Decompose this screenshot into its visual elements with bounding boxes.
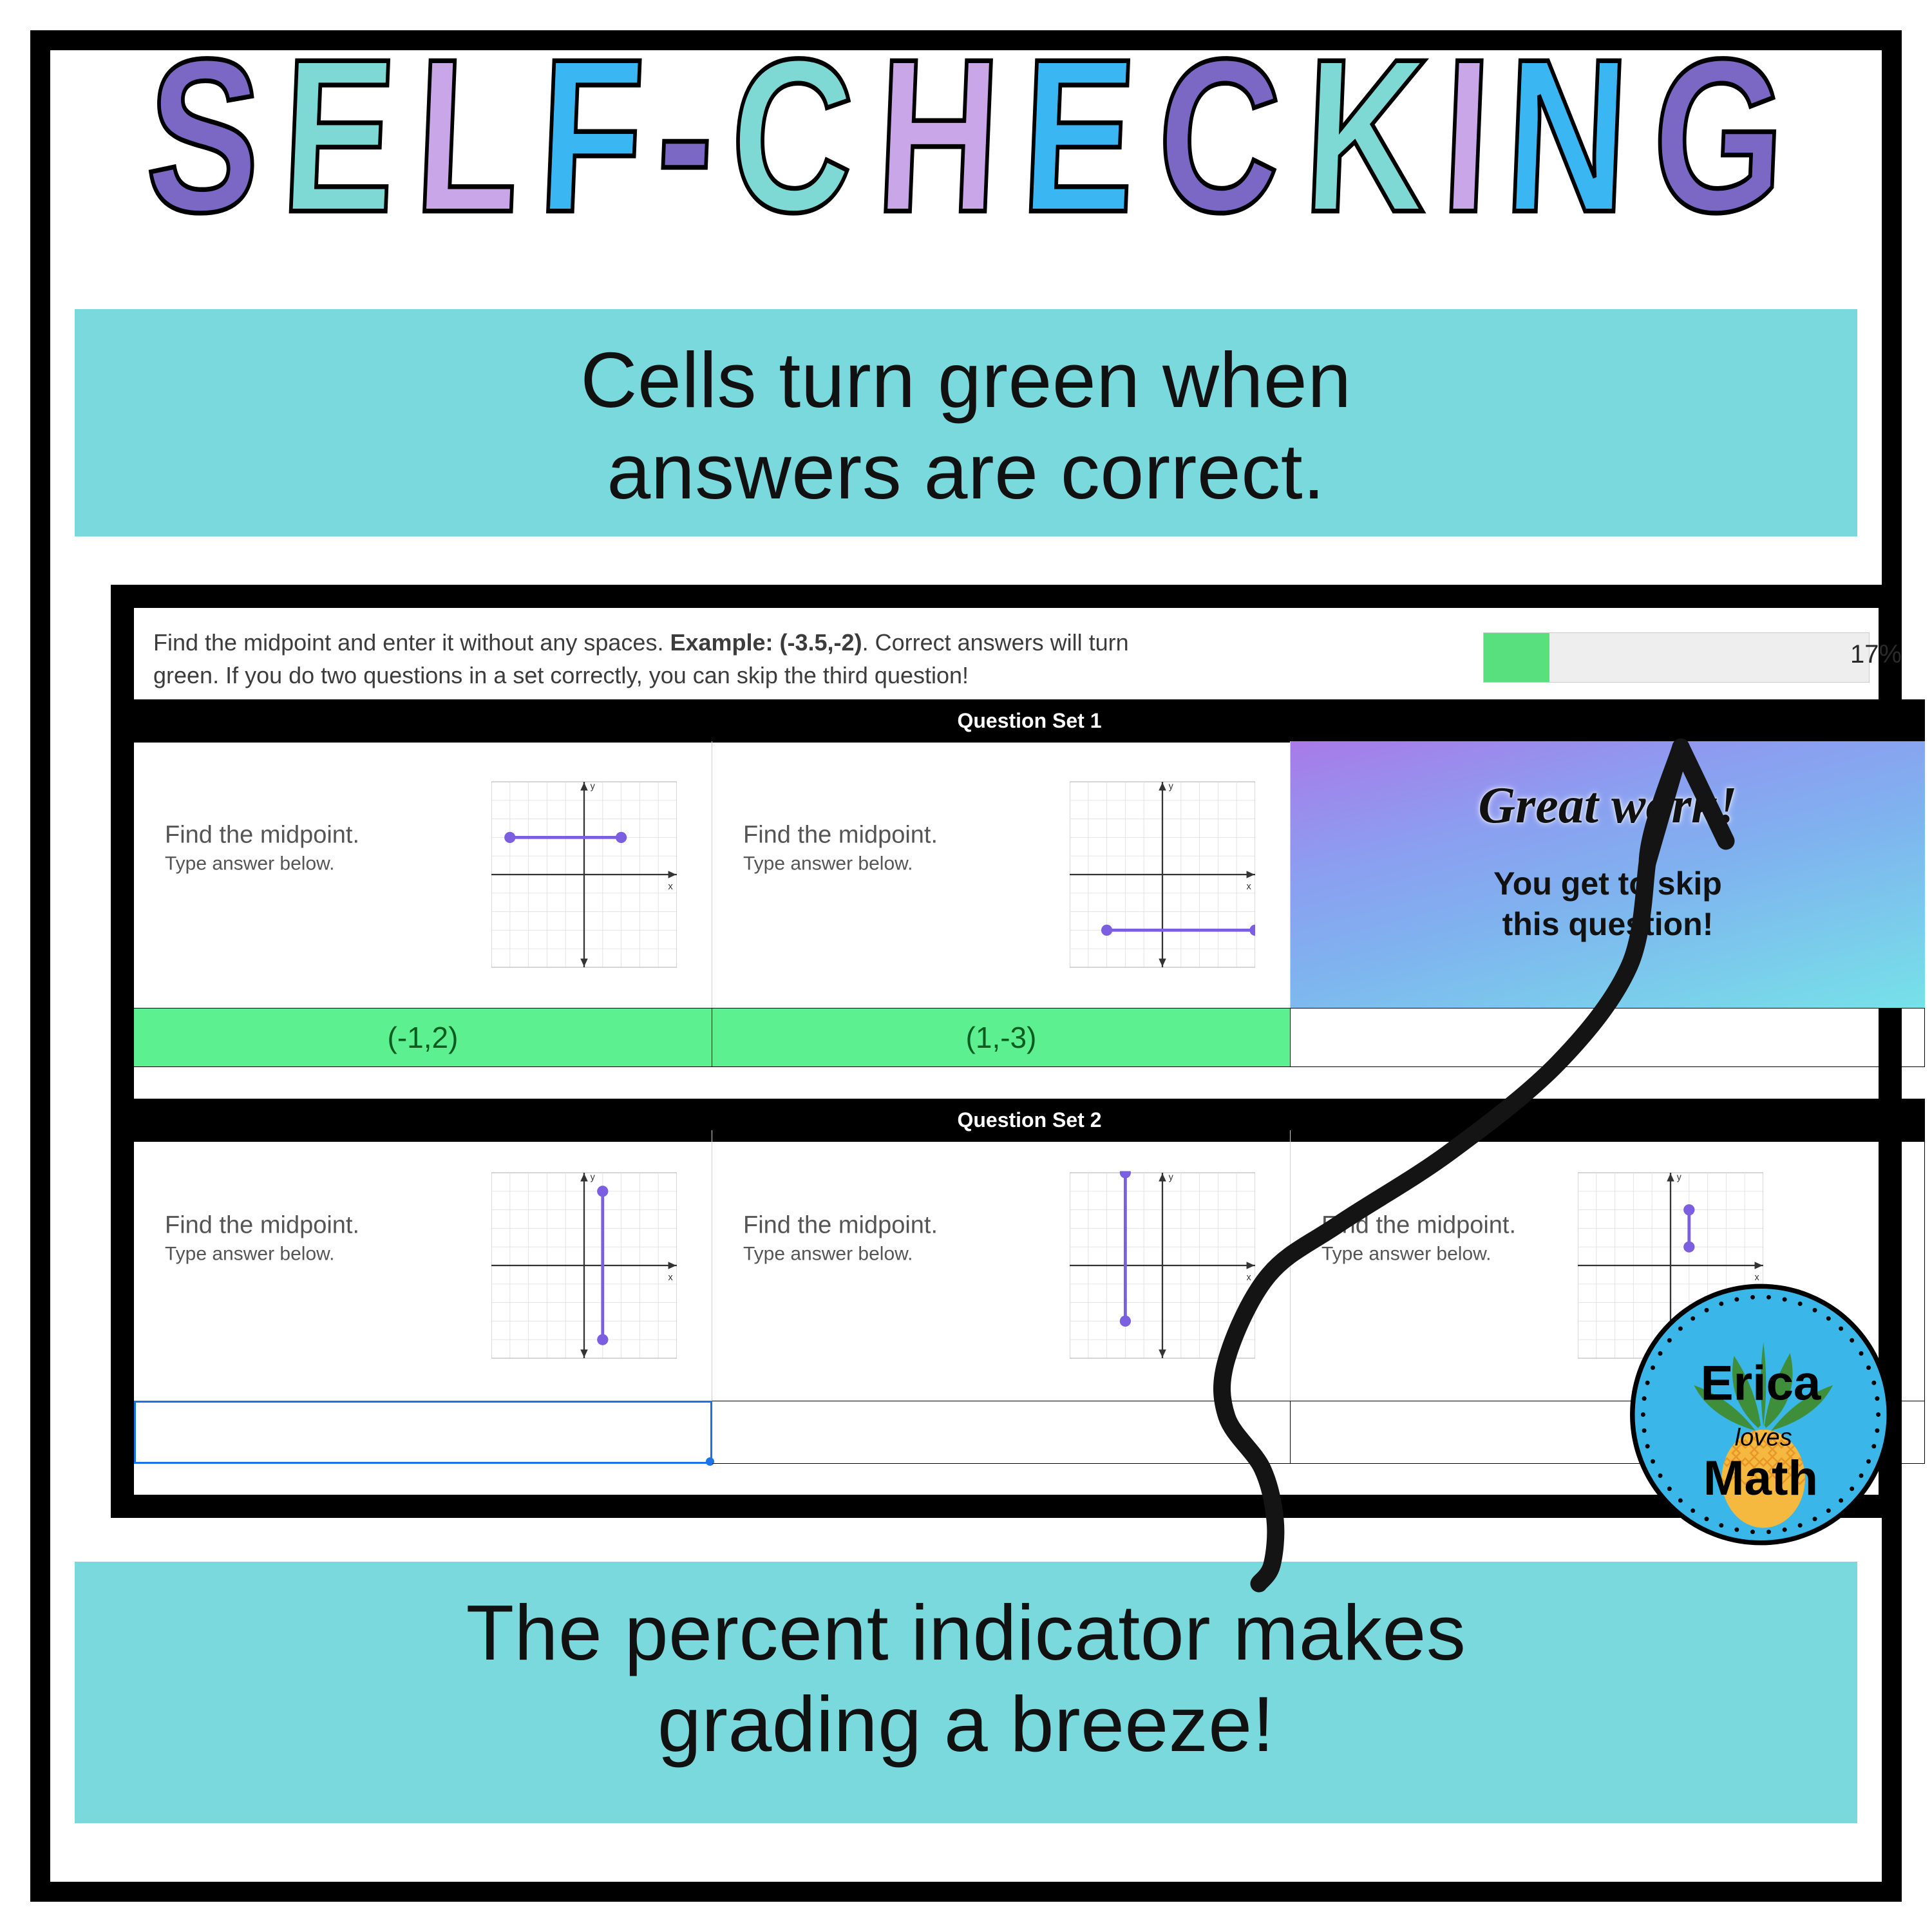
svg-text:x: x <box>1247 1273 1252 1283</box>
svg-text:y: y <box>1169 1173 1174 1183</box>
svg-text:x: x <box>668 882 674 892</box>
svg-text:x: x <box>668 1273 674 1283</box>
svg-text:y: y <box>591 1173 596 1183</box>
svg-text:Erica: Erica <box>1701 1356 1821 1410</box>
svg-text:y: y <box>1169 782 1174 792</box>
svg-text:y: y <box>591 782 596 792</box>
svg-text:Math: Math <box>1703 1451 1818 1506</box>
svg-text:loves: loves <box>1735 1424 1792 1452</box>
svg-text:x: x <box>1247 882 1252 892</box>
svg-text:y: y <box>1677 1173 1682 1183</box>
